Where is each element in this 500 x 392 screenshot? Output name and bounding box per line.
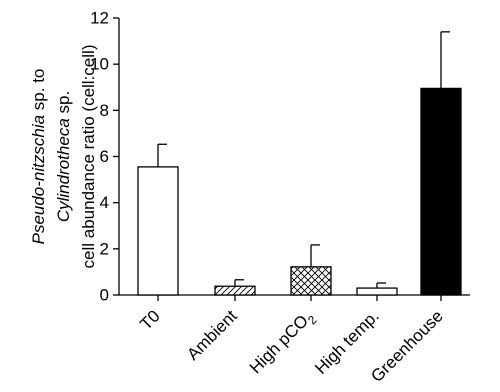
- bar: [214, 285, 256, 296]
- bar: [137, 166, 179, 296]
- y-tick-label: 12: [90, 9, 109, 28]
- bar: [290, 266, 332, 296]
- y-axis-label-part: sp.: [54, 91, 73, 118]
- y-axis-label-part: sp. to: [29, 69, 48, 115]
- y-tick-label: 2: [100, 239, 109, 258]
- x-category-label: Ambient: [183, 306, 241, 364]
- y-axis-label-part: Pseudo-nitzschia: [29, 115, 48, 244]
- y-axis-label: Pseudo-nitzschia sp. to Cylindrotheca sp.…: [29, 45, 98, 269]
- y-axis-label-line: Cylindrotheca sp.: [54, 91, 73, 222]
- y-tick-label: 4: [100, 193, 109, 212]
- category-text: T0: [136, 306, 163, 333]
- y-axis-label-line: Pseudo-nitzschia sp. to: [29, 69, 48, 245]
- bar: [420, 87, 462, 296]
- y-tick-label: 8: [100, 101, 109, 120]
- category-text: High pCO: [246, 311, 312, 377]
- bars: [137, 31, 462, 301]
- y-axis-label-part: cell abundance ratio (cell:cell): [79, 45, 98, 269]
- y-tick-label: 6: [100, 147, 109, 166]
- x-category-label: T0: [136, 306, 163, 333]
- y-ticks: 0 2 4 6 8 10 12: [90, 9, 119, 305]
- y-tick-label: 10: [90, 55, 109, 74]
- y-axis-label-part: Cylindrotheca: [54, 118, 73, 222]
- y-axis-label-line: cell abundance ratio (cell:cell): [79, 45, 98, 269]
- bar: [356, 287, 398, 296]
- category-text: Ambient: [183, 306, 241, 364]
- x-category-label: High pCO2: [246, 306, 320, 380]
- y-tick-label: 0: [100, 286, 109, 305]
